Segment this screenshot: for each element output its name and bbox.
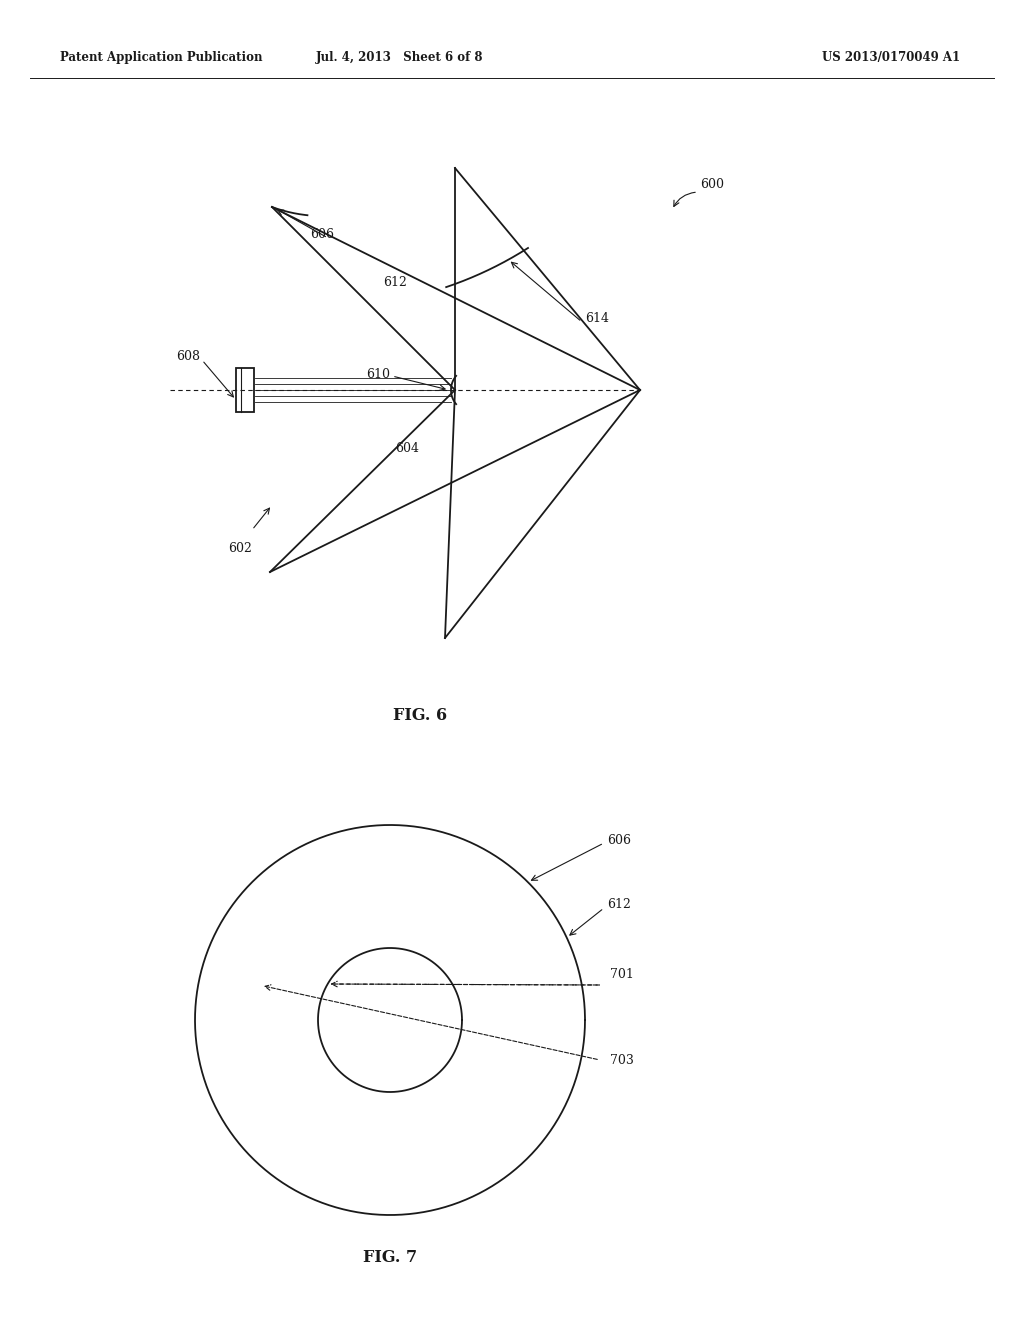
Text: 602: 602 <box>228 541 252 554</box>
Text: FIG. 6: FIG. 6 <box>393 706 447 723</box>
Text: FIG. 7: FIG. 7 <box>362 1250 417 1266</box>
Text: 612: 612 <box>383 276 407 289</box>
Text: Patent Application Publication: Patent Application Publication <box>60 51 262 65</box>
Text: Jul. 4, 2013   Sheet 6 of 8: Jul. 4, 2013 Sheet 6 of 8 <box>316 51 483 65</box>
Text: 610: 610 <box>366 367 390 380</box>
Text: 606: 606 <box>607 833 631 846</box>
Text: 703: 703 <box>610 1053 634 1067</box>
Text: 604: 604 <box>395 441 419 454</box>
Text: US 2013/0170049 A1: US 2013/0170049 A1 <box>822 51 961 65</box>
Text: 701: 701 <box>610 969 634 982</box>
Text: 614: 614 <box>585 312 609 325</box>
Text: 600: 600 <box>700 178 724 191</box>
Text: 612: 612 <box>607 899 631 912</box>
Text: 608: 608 <box>176 350 200 363</box>
Bar <box>236 368 254 412</box>
Text: 606: 606 <box>310 228 334 242</box>
